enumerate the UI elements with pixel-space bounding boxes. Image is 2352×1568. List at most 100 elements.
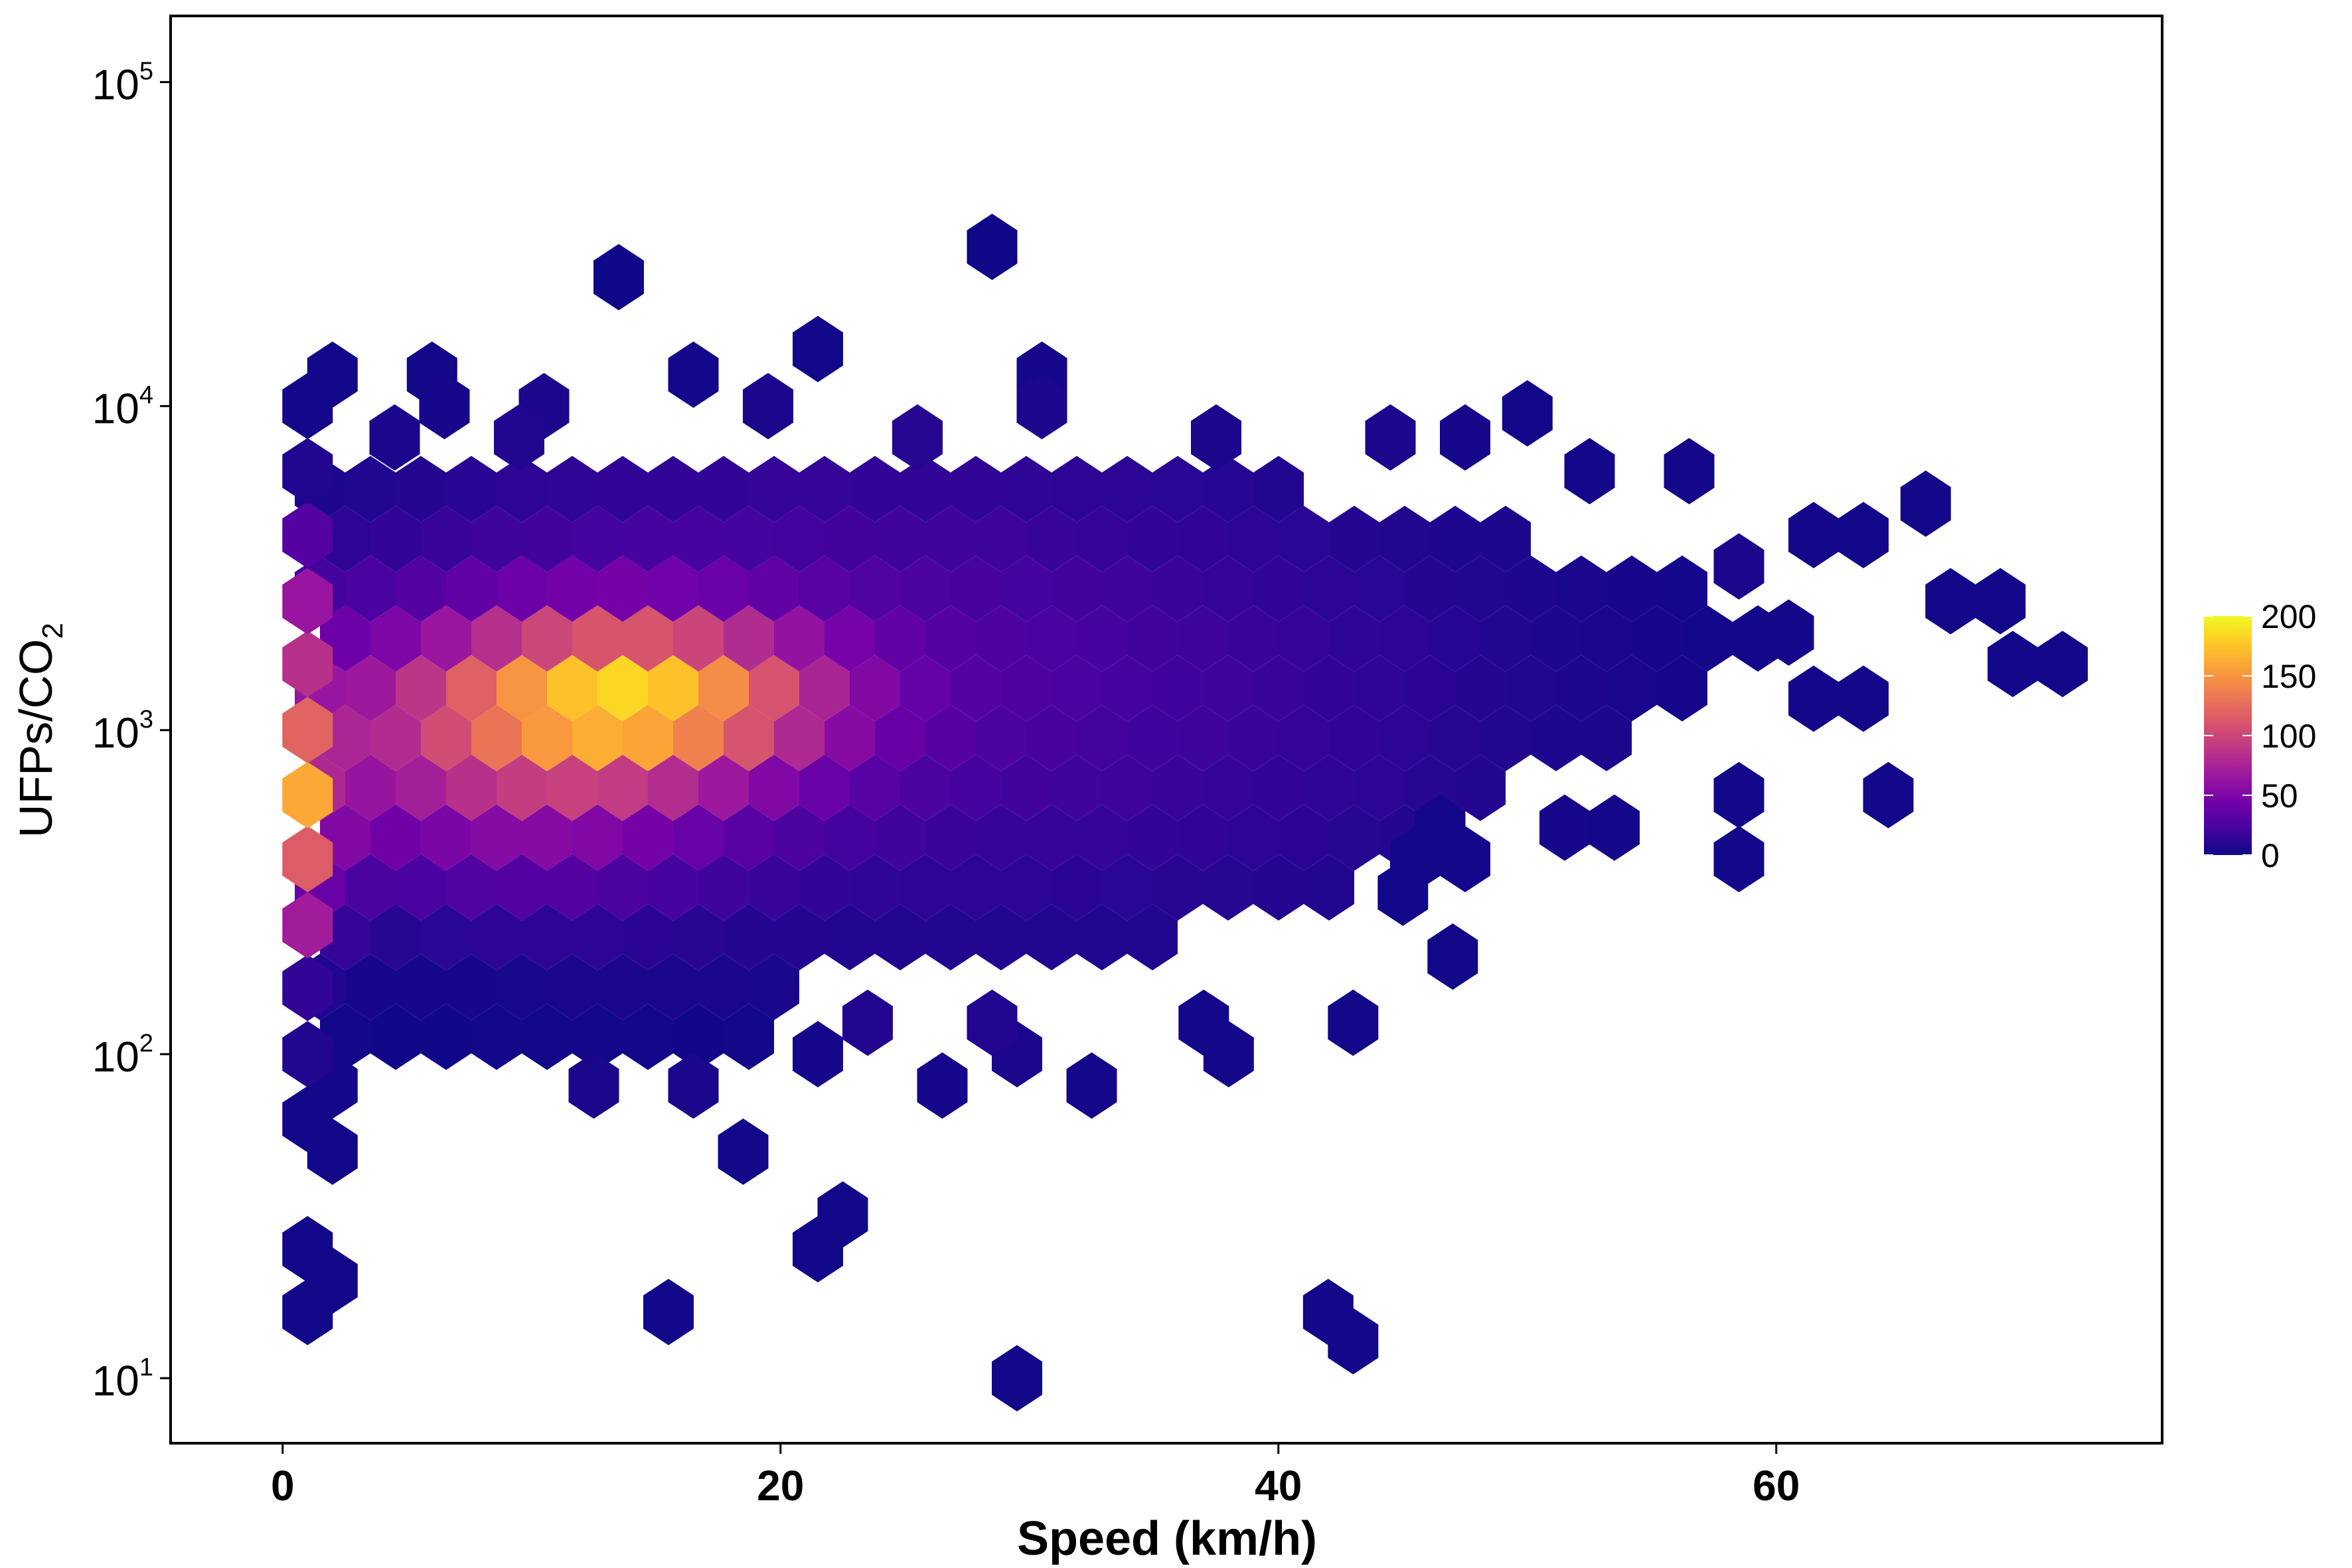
hex-cell: [345, 754, 396, 821]
hex-cell: [1564, 437, 1615, 505]
hex-cell: [774, 804, 824, 871]
hex-cell: [345, 455, 396, 522]
hex-cell: [824, 903, 875, 971]
hex-cell: [1556, 555, 1607, 622]
hex-cell: [1253, 754, 1304, 821]
hex-cell: [1329, 804, 1379, 871]
hex-cell: [471, 704, 522, 771]
hex-cell: [572, 505, 623, 572]
hex-cell: [1152, 854, 1203, 921]
hex-cell: [1328, 989, 1379, 1056]
hex-cell: [1329, 505, 1379, 572]
hex-cell: [1253, 455, 1304, 522]
hex-cell: [900, 655, 951, 722]
hex-cell: [396, 655, 446, 722]
hex-cell: [522, 903, 572, 971]
hex-cell: [1052, 455, 1102, 522]
hex-cell: [951, 754, 1001, 821]
hex-cell: [1127, 605, 1178, 672]
hex-cell: [1052, 754, 1102, 821]
hex-cell: [1178, 605, 1228, 672]
hex-cell: [1988, 631, 2038, 698]
hex-cell: [396, 555, 446, 622]
hex-cell: [1052, 655, 1102, 722]
hex-cell: [421, 704, 471, 771]
hex-cell: [1328, 1308, 1379, 1375]
hex-cell: [1178, 804, 1228, 871]
hex-cell: [282, 826, 333, 893]
hex-cell: [1102, 754, 1152, 821]
y-axis-title-main: UFPs/CO: [10, 639, 62, 838]
hex-cell: [307, 341, 358, 408]
hex-cell: [698, 655, 749, 722]
hex-cell: [597, 455, 648, 522]
hex-cell: [673, 804, 724, 871]
hex-cell: [1304, 854, 1354, 921]
hex-cell: [282, 568, 333, 635]
hex-cell: [370, 1003, 421, 1070]
hex-cell: [698, 555, 749, 622]
hex-cell: [967, 989, 1018, 1056]
y-axis-title-subscript: 2: [37, 623, 69, 639]
hex-cell: [1379, 605, 1430, 672]
hex-cell: [446, 655, 497, 722]
hex-cell: [370, 605, 421, 672]
hex-cell: [1253, 854, 1304, 921]
hex-cell: [1581, 704, 1632, 771]
hex-cell: [900, 555, 951, 622]
x-tick-label: 60: [1753, 1462, 1800, 1510]
x-axis-title: Speed (km/h): [1017, 1512, 1317, 1565]
hex-cell: [976, 903, 1026, 971]
hex-cell: [673, 1003, 724, 1070]
hex-cell: [1279, 605, 1329, 672]
hex-cell: [1102, 655, 1152, 722]
hex-cell: [951, 854, 1001, 921]
hex-cell: [1203, 655, 1253, 722]
hex-cell: [1354, 555, 1405, 622]
hex-cell: [724, 1003, 774, 1070]
hex-cell: [623, 903, 673, 971]
hex-cell: [648, 555, 698, 622]
hex-cell: [648, 953, 698, 1020]
hex-cell: [396, 953, 446, 1020]
hex-cell: [925, 704, 976, 771]
hex-cell: [799, 555, 850, 622]
hex-cell: [648, 754, 698, 821]
hex-cell: [547, 953, 597, 1020]
hex-cell: [547, 555, 597, 622]
hex-cell: [900, 854, 951, 921]
hex-cell: [522, 1003, 572, 1070]
hex-cell: [976, 804, 1026, 871]
hex-cell: [623, 505, 673, 572]
hex-cell: [718, 1118, 769, 1185]
hex-cell: [282, 1021, 333, 1087]
hex-cell: [917, 1052, 968, 1119]
hex-cell: [1682, 605, 1733, 672]
hex-cell: [1228, 605, 1279, 672]
hex-cell: [1480, 605, 1531, 672]
hex-cell: [724, 804, 774, 871]
hex-cell: [976, 505, 1026, 572]
hex-cell: [824, 505, 875, 572]
hex-cell: [749, 655, 799, 722]
hex-cell: [925, 804, 976, 871]
hex-cell: [497, 953, 547, 1020]
hex-cell: [282, 631, 333, 698]
hex-cell: [1379, 704, 1430, 771]
x-tick-label: 20: [757, 1462, 804, 1510]
hex-cell: [471, 505, 522, 572]
hex-cell: [597, 655, 648, 722]
hex-cell: [749, 555, 799, 622]
hex-cell: [1863, 761, 1914, 828]
hex-cell: [1178, 505, 1228, 572]
hex-cell: [673, 605, 724, 672]
hex-cell: [774, 505, 824, 572]
hex-cell: [1427, 923, 1478, 990]
color-legend: 0 50 100 150 200: [2204, 598, 2316, 874]
hex-cell: [1066, 1052, 1117, 1119]
hex-cell: [1026, 804, 1077, 871]
hex-cell: [925, 605, 976, 672]
hex-cell: [547, 655, 597, 722]
hex-cell: [875, 704, 925, 771]
hex-cell: [345, 655, 396, 722]
